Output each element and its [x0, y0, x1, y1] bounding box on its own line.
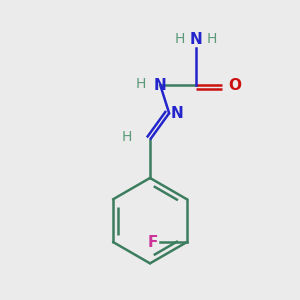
Text: H: H	[174, 32, 184, 46]
Text: N: N	[154, 78, 167, 93]
Text: N: N	[189, 32, 202, 47]
Text: F: F	[147, 235, 158, 250]
Text: N: N	[171, 106, 183, 121]
Text: H: H	[207, 32, 217, 46]
Text: O: O	[228, 78, 241, 93]
Text: H: H	[136, 77, 146, 91]
Text: H: H	[122, 130, 132, 144]
